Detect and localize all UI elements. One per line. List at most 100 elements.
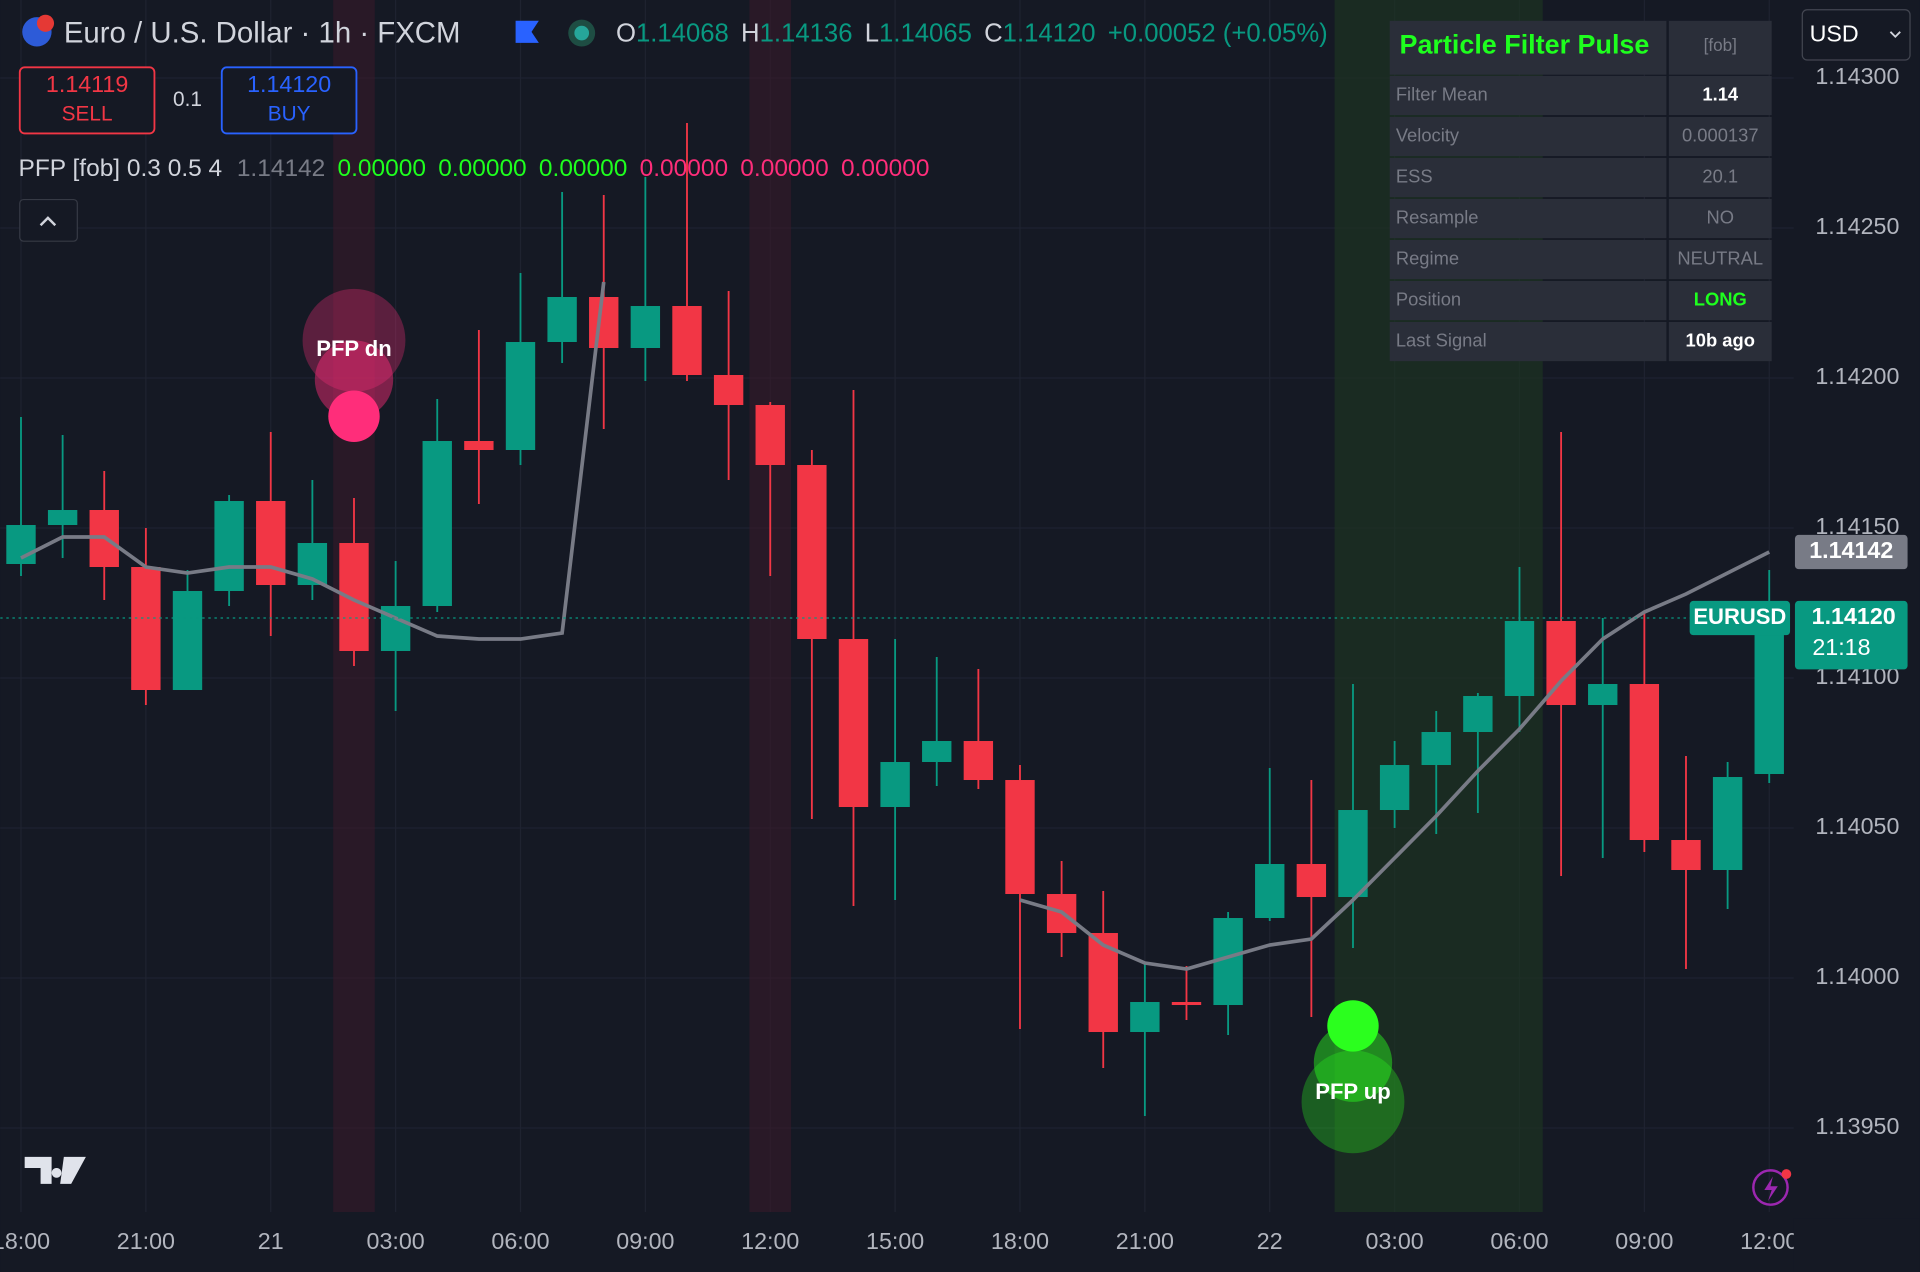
candle-body (922, 741, 952, 763)
candle-body (422, 441, 452, 607)
candle-body (1255, 864, 1285, 919)
candle-body (1671, 840, 1701, 871)
signal-bubble (1301, 1050, 1405, 1154)
indicator-value: 0.00000 (841, 156, 929, 183)
candle-body (1005, 780, 1035, 895)
x-tick-label: 09:00 (616, 1228, 674, 1254)
buy-label: BUY (268, 103, 311, 126)
table-label: Filter Mean (1396, 83, 1488, 104)
signal-bubble (314, 340, 394, 419)
candle-body (880, 762, 910, 808)
countdown: 21:18 (1812, 634, 1870, 660)
alert-icon-bolt (1764, 1176, 1778, 1201)
symbol-tag (1689, 600, 1791, 636)
axis-mask (1793, 1218, 1920, 1272)
table-label: Resample (1396, 206, 1479, 227)
buy-button[interactable] (220, 66, 358, 135)
candle-body (1130, 1002, 1160, 1033)
symbol-flag (36, 14, 55, 32)
x-tick-label: 12:00 (1740, 1228, 1798, 1254)
indicator-legend: PFP [fob] 0.3 0.5 4 1.14142 0.00000 0.00000… (19, 156, 930, 183)
candle-body (713, 375, 744, 406)
price-tag-text: 1.14120 (1812, 603, 1896, 629)
table-row (1389, 116, 1667, 157)
indicator-value: 0.00000 (740, 156, 828, 183)
table-row (1389, 321, 1667, 362)
candle-body (1296, 864, 1327, 898)
table-row (1668, 116, 1772, 157)
candle-body (1504, 621, 1535, 697)
table-row (1668, 157, 1772, 198)
y-tick-label: 1.14200 (1815, 363, 1899, 389)
table-value: 20.1 (1702, 165, 1738, 186)
candle-body (547, 297, 577, 343)
candle-body (838, 639, 869, 808)
candle-body (131, 567, 161, 691)
x-tick-label: 03:00 (367, 1228, 425, 1254)
x-tick-label: 09:00 (1615, 1228, 1673, 1254)
candle-body (1379, 765, 1410, 811)
candle-body (672, 306, 702, 376)
candle-body (1421, 732, 1451, 766)
sell-button[interactable] (18, 66, 156, 135)
logo (24, 1156, 86, 1184)
collapse-button[interactable] (19, 198, 78, 242)
candle-body (755, 405, 785, 466)
ohlc: O1.14068 H1.14136 L1.14065 C1.14120 +0.00052… (616, 19, 1328, 47)
x-tick-label: 21:00 (1116, 1228, 1174, 1254)
alert-icon[interactable] (1752, 1169, 1789, 1206)
indicator-value: 0.00000 (640, 156, 728, 183)
table-label: Position (1396, 288, 1461, 309)
flag-icon[interactable] (515, 20, 539, 43)
ohlc-label: C (984, 19, 1003, 47)
candle-body (1463, 696, 1493, 733)
header: Euro / U.S. Dollar · 1h · FXCM (64, 16, 461, 49)
table-row (1389, 75, 1667, 116)
candle-body (47, 510, 78, 526)
table-row (1389, 198, 1667, 239)
indicator-name: PFP [fob] 0.3 0.5 4 (19, 156, 223, 183)
candle-body (797, 465, 827, 640)
candle-body (6, 525, 36, 565)
ohlc-label: O (616, 19, 636, 47)
status-dot (574, 25, 590, 41)
x-tick-label: 21:00 (117, 1228, 175, 1254)
y-tick-label: 1.14250 (1815, 213, 1899, 239)
candle-body (505, 342, 536, 451)
candle-body (256, 501, 286, 586)
candle-body (630, 306, 661, 349)
candle-body (589, 297, 619, 349)
x-tick-label: 18:00 (0, 1228, 50, 1254)
dropdown-icon (1889, 31, 1901, 39)
candle-body (1754, 618, 1784, 775)
ohlc-value: 1.14120 (1003, 19, 1096, 47)
collapse-icon (39, 216, 57, 227)
signal-bubble (328, 390, 380, 442)
table-row (1389, 280, 1667, 321)
table-label: ESS (1396, 165, 1433, 186)
currency-select[interactable] (1801, 9, 1911, 61)
signal-bubble (302, 288, 406, 392)
signal-bubble (1327, 1000, 1379, 1052)
ohlc-label: H (741, 19, 760, 47)
table-row (1668, 75, 1772, 116)
indicator-value: 0.00000 (539, 156, 627, 183)
y-tick-label: 1.14050 (1815, 813, 1899, 839)
table-value: 10b ago (1686, 329, 1755, 350)
x-tick-label: 15:00 (866, 1228, 924, 1254)
series: PFP dn PFP up (0, 123, 1794, 1154)
table-tag: [fob] (1704, 35, 1737, 55)
alert-dot (1781, 1169, 1792, 1179)
table-value: LONG (1694, 288, 1747, 309)
candle-body (1712, 777, 1743, 871)
sell-price: 1.14119 (46, 71, 128, 97)
table-row (1668, 321, 1772, 362)
x-tick-label: 03:00 (1366, 1228, 1424, 1254)
signal-bubble (1313, 1023, 1393, 1102)
indicator-value: 0.00000 (338, 156, 426, 183)
table-row (1389, 239, 1667, 280)
plot-area: PFP dn PFP up (0, 0, 1794, 1213)
currency: USD (1810, 21, 1859, 47)
indicator-last: 1.14142 (237, 156, 325, 183)
price-tag (1794, 600, 1908, 670)
